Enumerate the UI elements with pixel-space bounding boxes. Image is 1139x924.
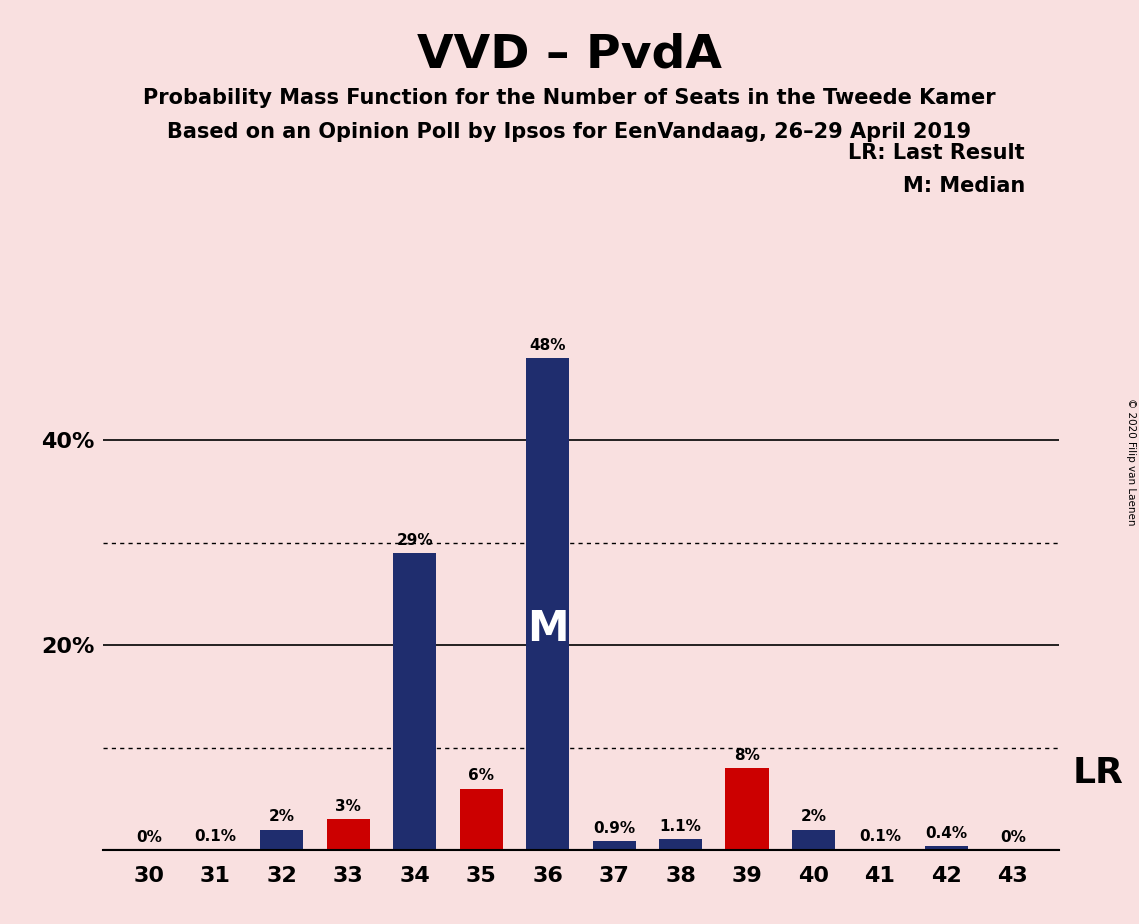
Bar — [659, 839, 702, 850]
Bar — [194, 849, 237, 850]
Bar — [327, 820, 370, 850]
Text: M: M — [527, 608, 568, 650]
Bar — [393, 553, 436, 850]
Bar — [592, 841, 636, 850]
Text: 8%: 8% — [734, 748, 760, 763]
Text: 0%: 0% — [136, 830, 162, 845]
Text: 48%: 48% — [530, 338, 566, 353]
Bar — [859, 849, 901, 850]
Text: 2%: 2% — [801, 809, 827, 824]
Text: Based on an Opinion Poll by Ipsos for EenVandaag, 26–29 April 2019: Based on an Opinion Poll by Ipsos for Ee… — [167, 122, 972, 142]
Text: 0.9%: 0.9% — [593, 821, 636, 835]
Text: 0.1%: 0.1% — [859, 829, 901, 844]
Text: Probability Mass Function for the Number of Seats in the Tweede Kamer: Probability Mass Function for the Number… — [144, 88, 995, 108]
Bar — [726, 768, 769, 850]
Bar — [261, 830, 303, 850]
Text: LR: LR — [1073, 756, 1123, 790]
Bar — [925, 846, 968, 850]
Text: 1.1%: 1.1% — [659, 819, 702, 833]
Text: M: Median: M: Median — [903, 176, 1025, 196]
Text: 0.4%: 0.4% — [925, 826, 967, 841]
Text: © 2020 Filip van Laenen: © 2020 Filip van Laenen — [1126, 398, 1136, 526]
Text: 2%: 2% — [269, 809, 295, 824]
Bar — [526, 359, 570, 850]
Text: 3%: 3% — [335, 799, 361, 814]
Text: 29%: 29% — [396, 533, 433, 548]
Bar — [792, 830, 835, 850]
Text: 0.1%: 0.1% — [195, 829, 237, 844]
Bar — [460, 788, 502, 850]
Text: LR: Last Result: LR: Last Result — [849, 143, 1025, 164]
Text: 6%: 6% — [468, 769, 494, 784]
Text: 0%: 0% — [1000, 830, 1026, 845]
Text: VVD – PvdA: VVD – PvdA — [417, 32, 722, 78]
